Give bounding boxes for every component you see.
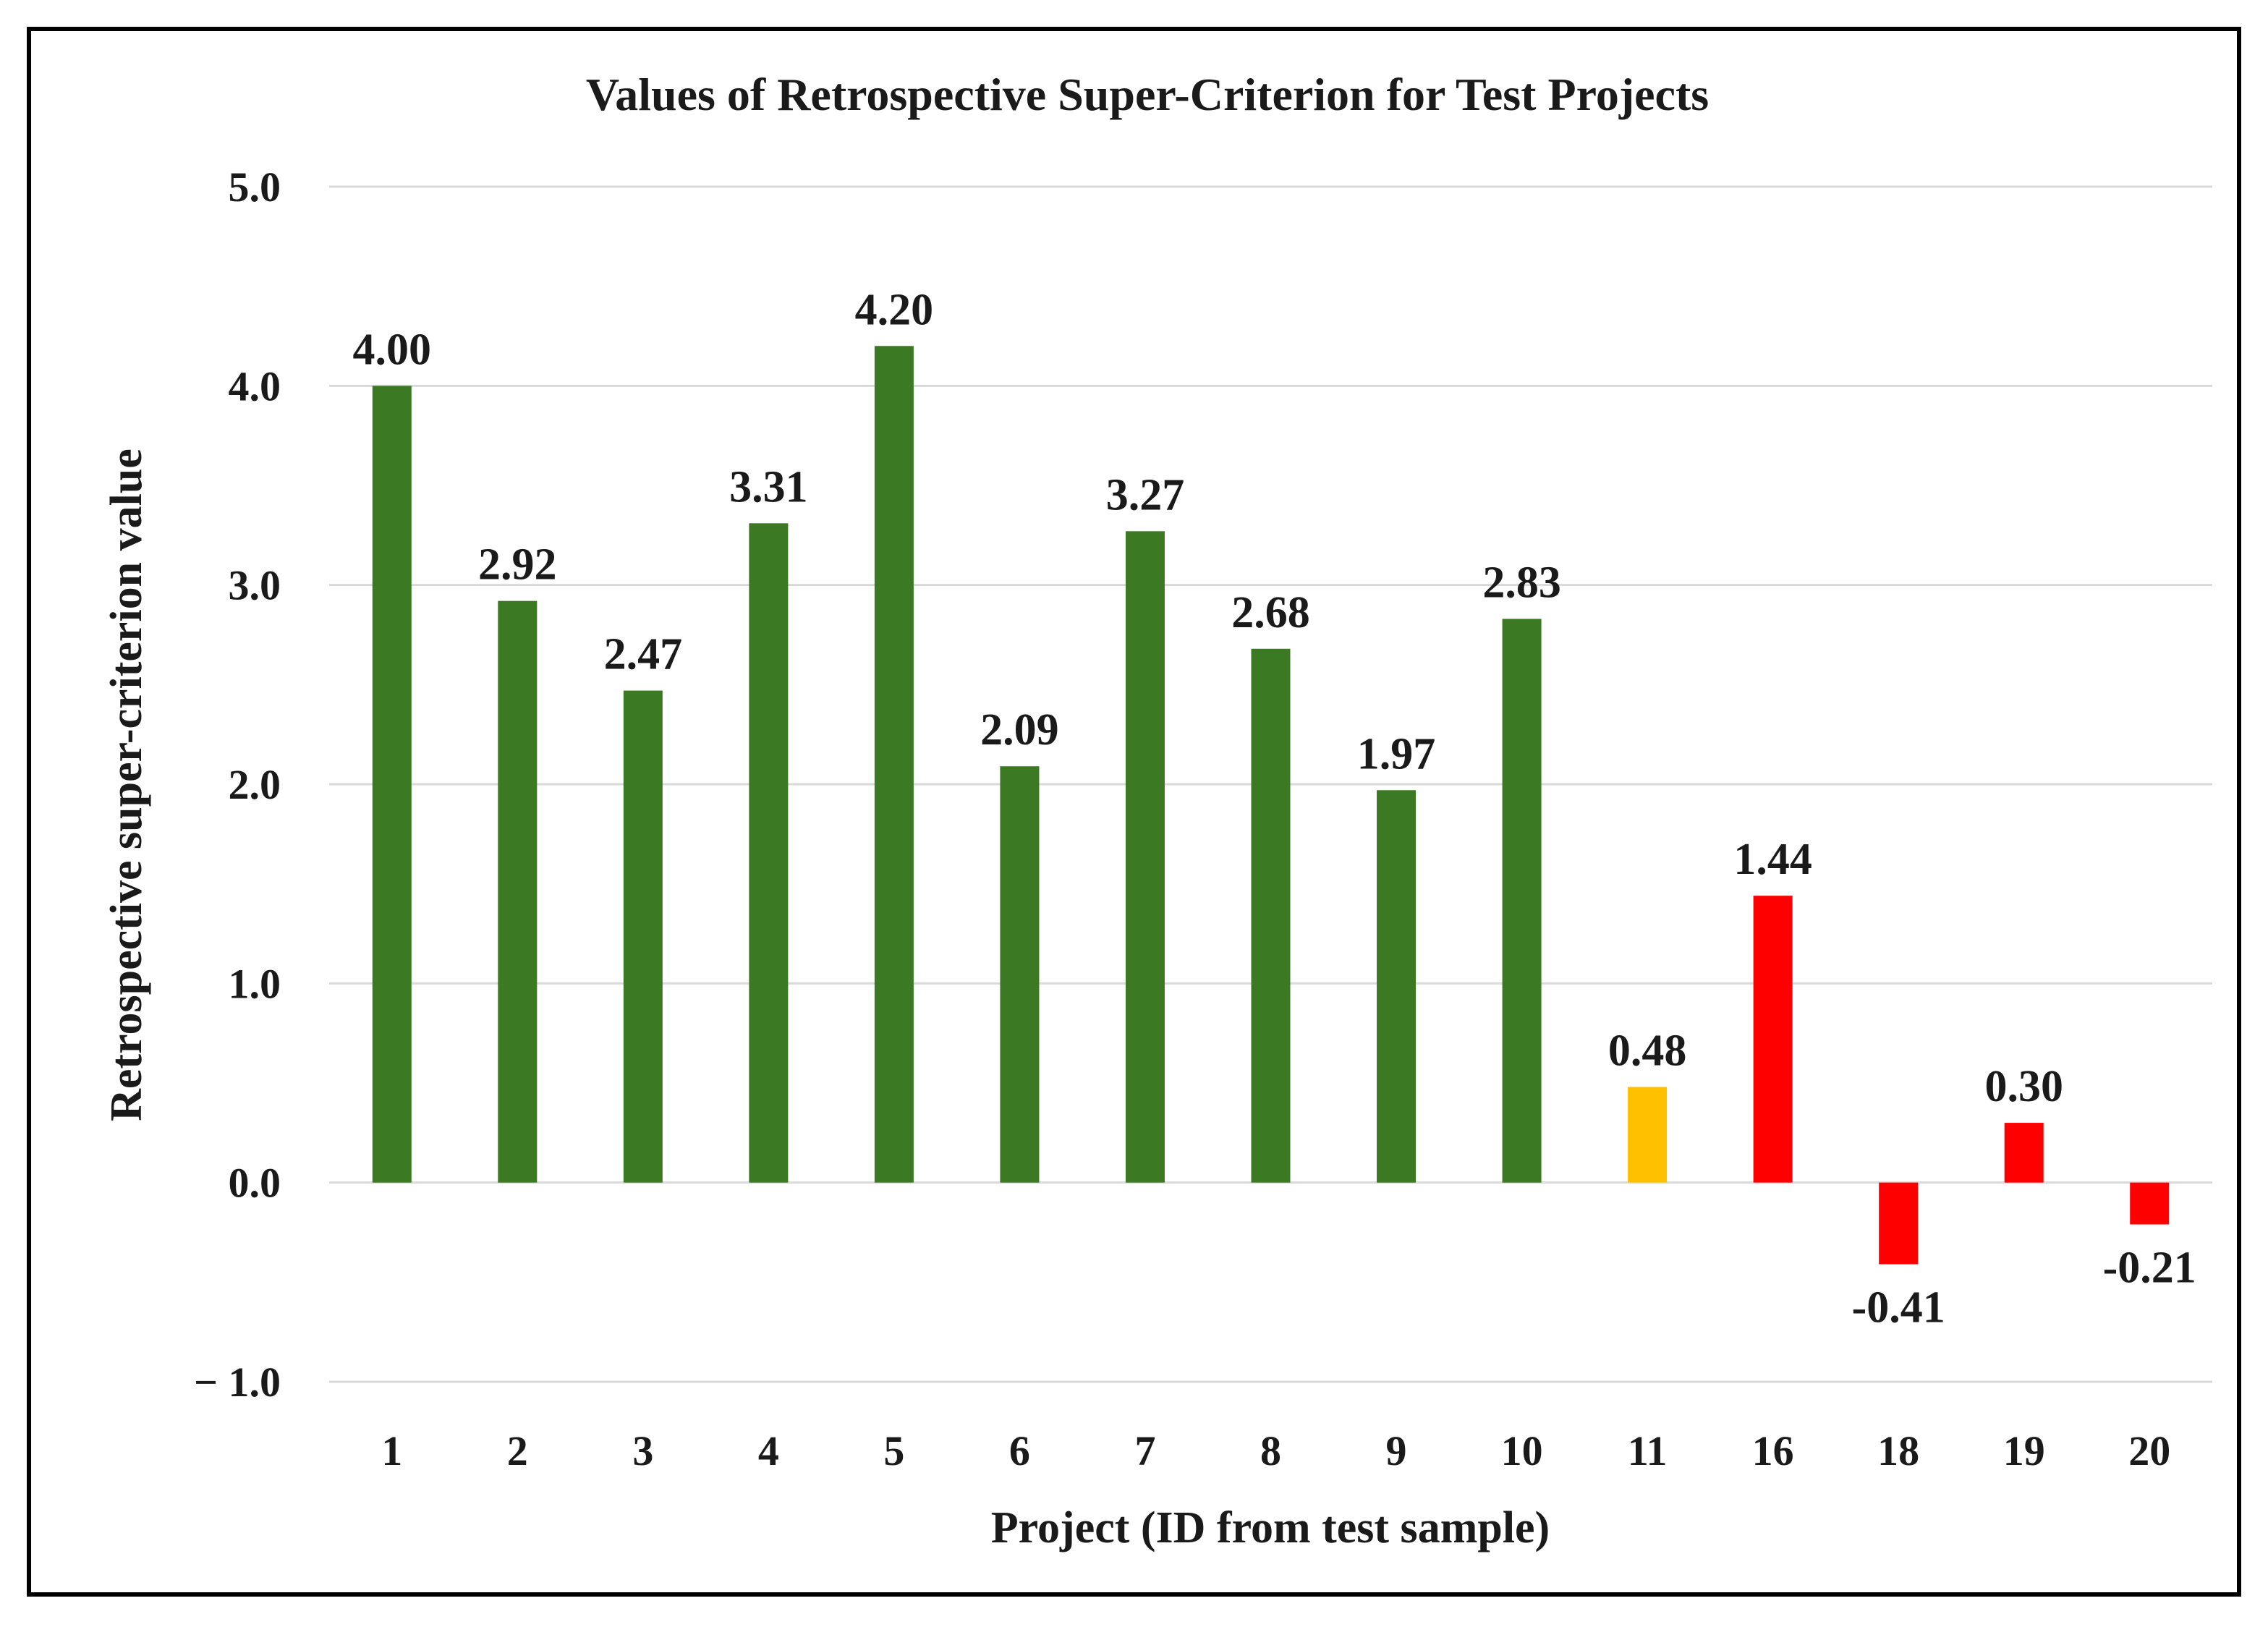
data-label-20: -0.21 [2103,1243,2196,1292]
data-label-7: 3.27 [1106,470,1185,519]
x-tick-label: 1 [381,1427,402,1474]
y-axis-title: Retrospective super-criterion value [102,449,151,1121]
bar-10 [1502,619,1542,1183]
x-tick-label: 16 [1752,1427,1794,1474]
x-tick-label: 2 [507,1427,528,1474]
x-tick-label: 10 [1501,1427,1543,1474]
y-tick-label: 3.0 [229,562,281,609]
bar-3 [623,690,663,1183]
bar-7 [1125,531,1165,1183]
bar-1 [372,386,412,1183]
y-tick-label: 5.0 [229,163,281,211]
x-tick-label: 6 [1009,1427,1030,1474]
y-tick-label: 4.0 [229,362,281,409]
data-label-1: 4.00 [353,325,432,374]
data-label-6: 2.09 [980,705,1059,755]
x-tick-label: 18 [1877,1427,1919,1474]
data-label-4: 3.31 [729,462,808,511]
bar-5 [874,346,914,1183]
data-label-2: 2.92 [478,540,557,590]
data-label-9: 1.97 [1357,729,1436,778]
bar-20 [2130,1182,2170,1225]
data-label-8: 2.68 [1231,588,1310,637]
x-tick-label: 11 [1628,1427,1668,1474]
x-tick-label: 19 [2003,1427,2045,1474]
x-tick-label: 20 [2128,1427,2170,1474]
data-label-3: 2.47 [604,630,683,679]
data-label-5: 4.20 [855,285,934,334]
x-tick-label: 5 [883,1427,904,1474]
y-axis-ticks: 5.0 4.0 3.0 2.0 1.0 0.0 − 1.0 [194,163,281,1406]
y-tick-label: − 1.0 [194,1359,281,1406]
data-label-11: 0.48 [1608,1027,1687,1076]
data-labels: 4.00 2.92 2.47 3.31 4.20 2.09 3.27 2.68 1.97 2.83… [353,285,2196,1332]
bar-16 [1753,896,1793,1183]
bar-18 [1879,1182,1919,1265]
x-tick-label: 3 [632,1427,653,1474]
y-tick-label: 2.0 [229,761,281,808]
y-tick-label: 1.0 [229,960,281,1007]
x-axis-ticks: 1 2 3 4 5 6 7 8 9 10 11 16 18 19 20 [381,1427,2170,1474]
data-label-19: 0.30 [1984,1062,2063,1111]
bar-19 [2004,1123,2044,1183]
bar-8 [1251,648,1291,1183]
bars [372,346,2170,1265]
bar-6 [1000,766,1040,1183]
bar-2 [498,600,538,1183]
x-tick-label: 8 [1260,1427,1281,1474]
data-label-16: 1.44 [1733,835,1812,884]
data-label-18: -0.41 [1852,1283,1945,1333]
x-tick-label: 4 [758,1427,779,1474]
data-label-10: 2.83 [1482,558,1561,607]
x-tick-label: 7 [1134,1427,1155,1474]
x-tick-label: 9 [1386,1427,1407,1474]
chart-title: Values of Retrospective Super-Criterion … [586,69,1709,120]
y-tick-label: 0.0 [229,1160,281,1207]
bar-4 [749,523,789,1183]
bar-11 [1628,1087,1668,1183]
bar-9 [1377,790,1417,1183]
x-axis-title: Project (ID from test sample) [991,1503,1550,1552]
